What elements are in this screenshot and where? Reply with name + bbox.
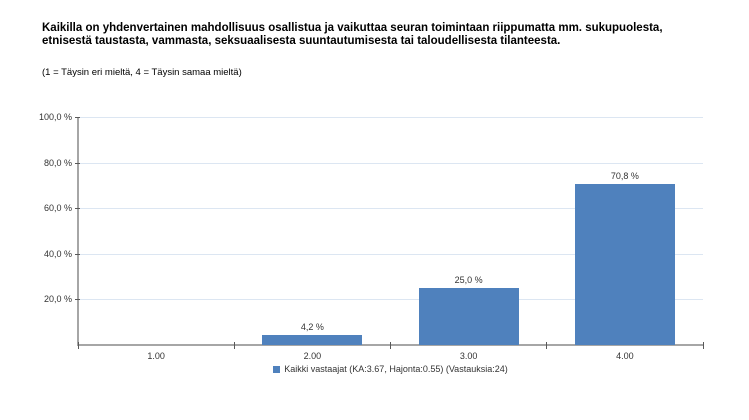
x-axis-label: 1.00 (147, 351, 165, 361)
x-axis-tick (702, 342, 704, 349)
bar (418, 288, 519, 345)
x-axis-label: 3.00 (459, 351, 478, 361)
y-axis-tick (75, 208, 80, 210)
y-axis-tick (75, 117, 80, 118)
y-axis-label: 60,0 % (43, 203, 72, 214)
legend-label: Kaikki vastaajat (KA:3.67, Hajonta:0.55)… (284, 364, 508, 374)
y-axis-tick (75, 162, 80, 164)
x-axis-label: 4.00 (616, 351, 634, 361)
chart-title: Kaikilla on yhdenvertainen mahdollisuus … (42, 22, 663, 47)
chart-subtitle: (1 = Täysin eri mieltä, 4 = Täysin samaa… (42, 67, 242, 78)
y-axis-label: 100,0 % (38, 112, 72, 122)
bar-value-label: 70,8 % (610, 170, 639, 181)
bar-value-label: 25,0 % (454, 275, 483, 285)
x-axis-tick (390, 342, 391, 349)
y-axis-tick (75, 253, 80, 255)
bar (574, 183, 675, 345)
gridline (78, 299, 703, 301)
y-axis-label: 40,0 % (43, 248, 72, 259)
gridline (78, 162, 703, 164)
gridline (78, 253, 703, 255)
chart-legend: Kaikki vastaajat (KA:3.67, Hajonta:0.55)… (78, 364, 703, 374)
legend-swatch-icon (273, 365, 281, 373)
x-axis-label: 2.00 (303, 351, 322, 361)
y-axis-label: 20,0 % (43, 294, 72, 305)
x-axis-tick (546, 342, 548, 349)
y-axis-label: 80,0 % (43, 157, 72, 168)
x-axis-tick (77, 342, 79, 349)
bar (262, 335, 363, 345)
y-axis-tick (75, 299, 80, 301)
x-axis-tick (233, 342, 235, 349)
gridline (78, 117, 703, 118)
y-axis-line (77, 117, 79, 345)
plot-area: 20,0 % 40,0 % 60,0 % 80,0 % 100,0 % 1.00 4,2 %… (39, 112, 704, 361)
bar-value-label: 4,2 % (300, 322, 324, 333)
gridline (78, 208, 703, 210)
